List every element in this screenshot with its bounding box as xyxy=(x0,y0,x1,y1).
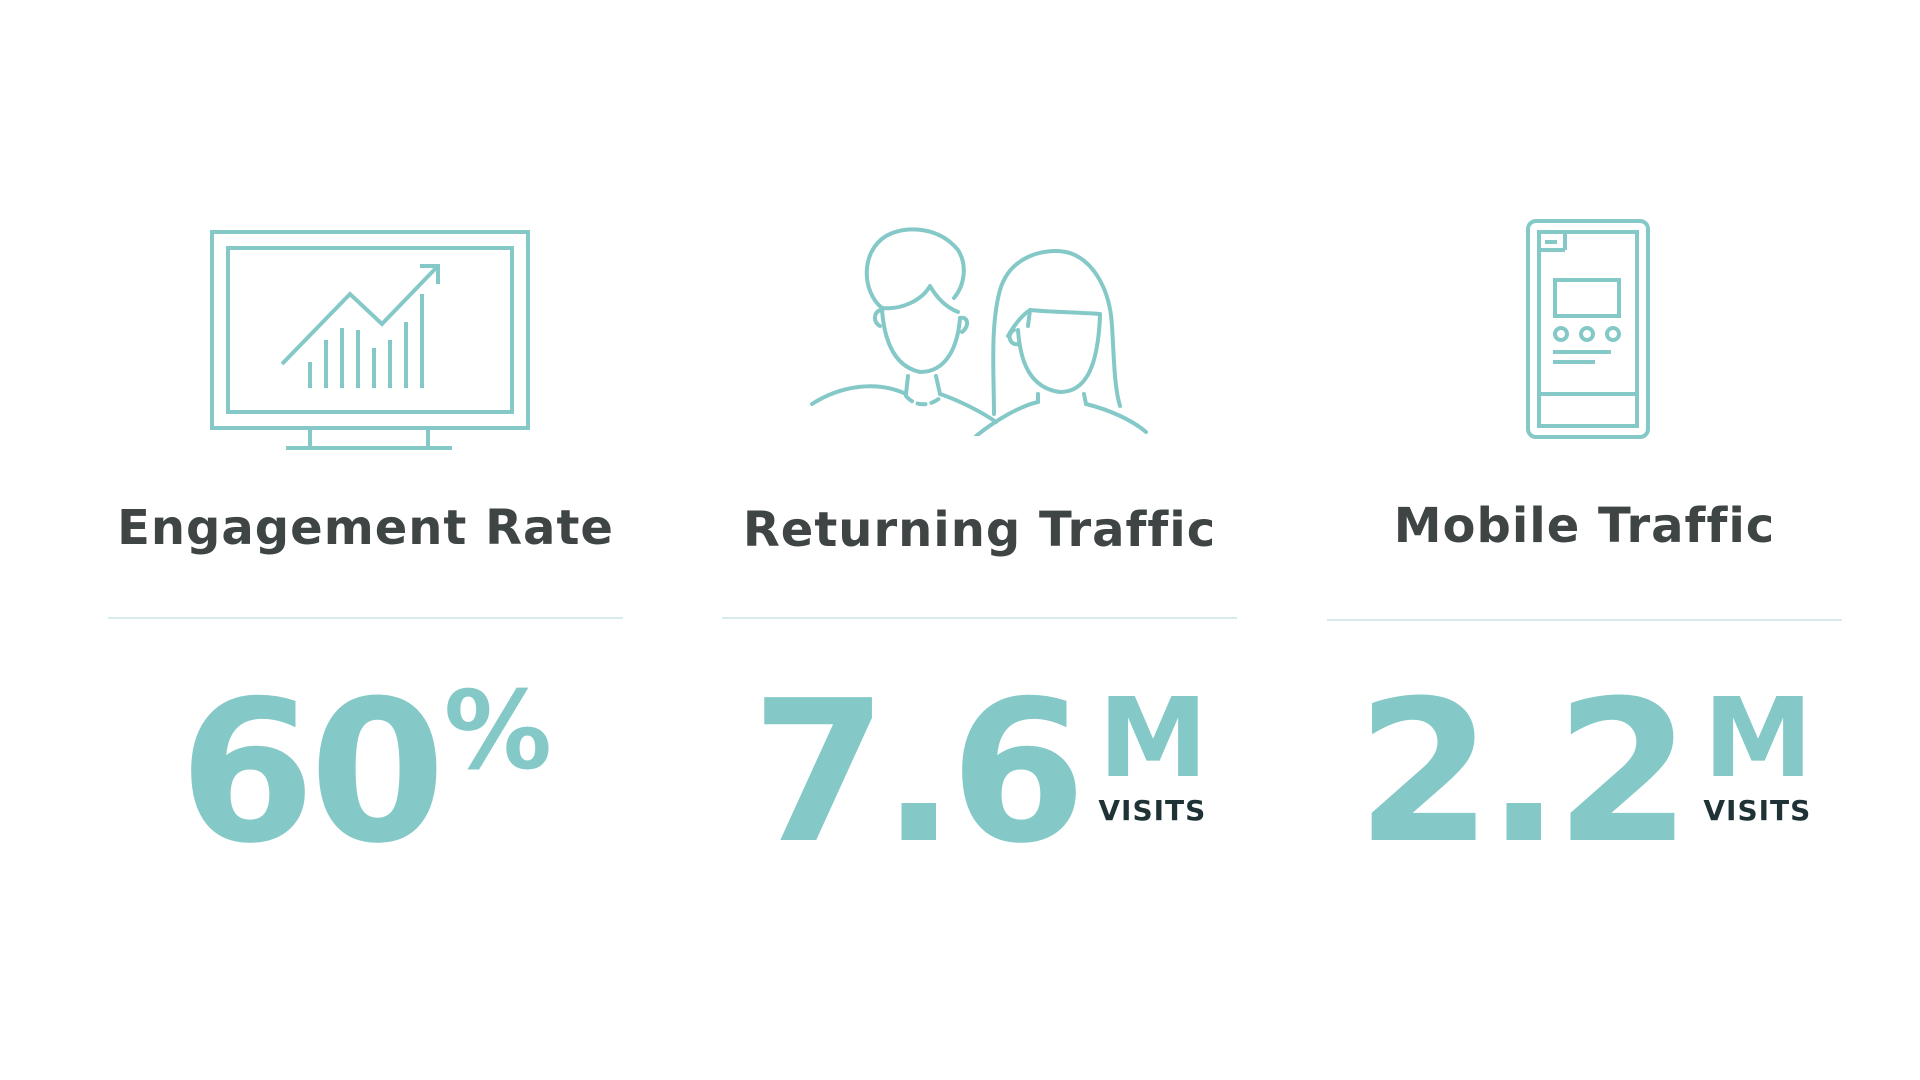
stat-title: Mobile Traffic xyxy=(1393,498,1776,554)
value-number: 7.6 xyxy=(751,659,1086,887)
monitor-chart-icon xyxy=(210,228,532,454)
value-caption: VISITS xyxy=(1703,794,1812,827)
value-number: 60 xyxy=(179,659,446,887)
stat-title: Returning Traffic xyxy=(742,502,1217,558)
divider xyxy=(108,617,623,619)
value-suffix: M VISITS xyxy=(1703,675,1812,827)
value-number: 2.2 xyxy=(1356,659,1691,887)
stat-value: 2.2 M VISITS xyxy=(1327,675,1842,871)
value-unit: M xyxy=(1703,674,1813,802)
value-unit: % xyxy=(443,669,552,794)
stat-mobile-traffic: Mobile Traffic 2.2 M VISITS xyxy=(1327,0,1842,1080)
divider xyxy=(1327,619,1842,621)
people-icon xyxy=(810,226,1170,436)
value-unit: M xyxy=(1098,674,1208,802)
stat-value: 7.6 M VISITS xyxy=(722,675,1237,871)
value-caption: VISITS xyxy=(1098,794,1207,827)
stat-value: 60 % xyxy=(108,675,623,871)
stat-engagement-rate: Engagement Rate 60 % xyxy=(108,0,623,1080)
divider xyxy=(722,617,1237,619)
stat-returning-traffic: Returning Traffic 7.6 M VISITS xyxy=(722,0,1237,1080)
smartphone-icon xyxy=(1525,218,1651,440)
value-suffix: M VISITS xyxy=(1098,675,1207,827)
stat-title: Engagement Rate xyxy=(117,500,614,556)
